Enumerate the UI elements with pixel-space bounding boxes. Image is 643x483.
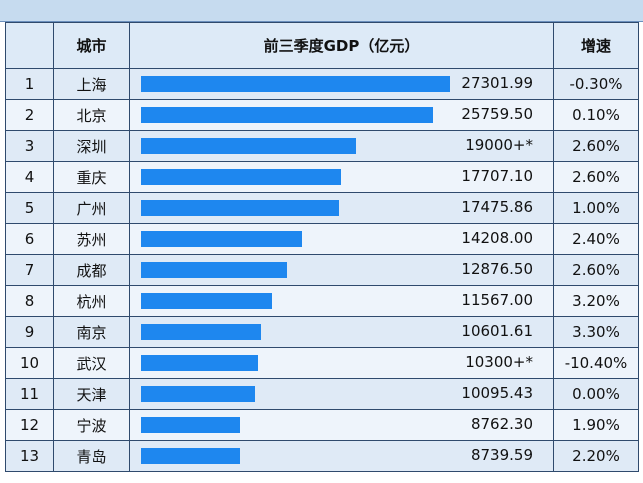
table-row: 12 宁波 8762.30 1.90% — [5, 409, 639, 441]
table-row: 5 广州 17475.86 1.00% — [5, 192, 639, 224]
growth-cell: 2.60% — [553, 161, 639, 193]
growth-cell: 2.60% — [553, 130, 639, 162]
gdp-cell: 17707.10 — [129, 161, 554, 193]
gdp-bar — [141, 231, 302, 247]
gdp-bar — [141, 293, 272, 309]
gdp-bar — [141, 76, 450, 92]
gdp-value: 11567.00 — [461, 291, 533, 309]
growth-cell: 1.90% — [553, 409, 639, 441]
top-strip — [0, 0, 643, 22]
city-cell: 武汉 — [53, 347, 130, 379]
city-cell: 成都 — [53, 254, 130, 286]
city-cell: 天津 — [53, 378, 130, 410]
table-row: 7 成都 12876.50 2.60% — [5, 254, 639, 286]
header-rank — [5, 22, 54, 69]
rank-cell: 8 — [5, 285, 54, 317]
gdp-value: 17475.86 — [461, 198, 533, 216]
header-city: 城市 — [53, 22, 130, 69]
gdp-bar — [141, 448, 240, 464]
city-cell: 深圳 — [53, 130, 130, 162]
rank-cell: 3 — [5, 130, 54, 162]
gdp-cell: 10601.61 — [129, 316, 554, 348]
table-row: 3 深圳 19000+* 2.60% — [5, 130, 639, 162]
gdp-value: 14208.00 — [461, 229, 533, 247]
rank-cell: 11 — [5, 378, 54, 410]
city-cell: 重庆 — [53, 161, 130, 193]
city-cell: 苏州 — [53, 223, 130, 255]
header-gdp: 前三季度GDP（亿元） — [129, 22, 554, 69]
gdp-cell: 17475.86 — [129, 192, 554, 224]
gdp-value: 12876.50 — [461, 260, 533, 278]
gdp-bar — [141, 386, 255, 402]
gdp-cell: 11567.00 — [129, 285, 554, 317]
growth-cell: -10.40% — [553, 347, 639, 379]
gdp-value: 27301.99 — [461, 74, 533, 92]
rank-cell: 1 — [5, 68, 54, 100]
growth-cell: 1.00% — [553, 192, 639, 224]
rank-cell: 6 — [5, 223, 54, 255]
table-row: 2 北京 25759.50 0.10% — [5, 99, 639, 131]
rank-cell: 9 — [5, 316, 54, 348]
gdp-bar — [141, 417, 240, 433]
gdp-bar — [141, 169, 341, 185]
table-row: 6 苏州 14208.00 2.40% — [5, 223, 639, 255]
gdp-value: 17707.10 — [461, 167, 533, 185]
gdp-value: 19000+* — [465, 136, 533, 154]
gdp-bar — [141, 262, 287, 278]
growth-cell: 2.60% — [553, 254, 639, 286]
gdp-bar — [141, 107, 433, 123]
rank-cell: 7 — [5, 254, 54, 286]
gdp-cell: 8762.30 — [129, 409, 554, 441]
rank-cell: 10 — [5, 347, 54, 379]
city-cell: 广州 — [53, 192, 130, 224]
gdp-ranking-table: 城市 前三季度GDP（亿元） 增速 1 上海 27301.99 -0.30% 2 北京 25… — [5, 22, 639, 472]
city-cell: 宁波 — [53, 409, 130, 441]
growth-cell: 2.40% — [553, 223, 639, 255]
growth-cell: 0.10% — [553, 99, 639, 131]
rank-cell: 12 — [5, 409, 54, 441]
growth-cell: 3.30% — [553, 316, 639, 348]
growth-cell: 3.20% — [553, 285, 639, 317]
table-row: 10 武汉 10300+* -10.40% — [5, 347, 639, 379]
city-cell: 杭州 — [53, 285, 130, 317]
gdp-cell: 14208.00 — [129, 223, 554, 255]
city-cell: 上海 — [53, 68, 130, 100]
table-row: 1 上海 27301.99 -0.30% — [5, 68, 639, 100]
rank-cell: 13 — [5, 440, 54, 472]
table-row: 4 重庆 17707.10 2.60% — [5, 161, 639, 193]
growth-cell: -0.30% — [553, 68, 639, 100]
gdp-bar — [141, 355, 258, 371]
table-row: 13 青岛 8739.59 2.20% — [5, 440, 639, 472]
gdp-bar — [141, 324, 261, 340]
gdp-value: 10601.61 — [461, 322, 533, 340]
growth-cell: 2.20% — [553, 440, 639, 472]
gdp-bar — [141, 200, 339, 216]
gdp-value: 10095.43 — [461, 384, 533, 402]
rank-cell: 5 — [5, 192, 54, 224]
table-header-row: 城市 前三季度GDP（亿元） 增速 — [5, 22, 639, 69]
table-row: 8 杭州 11567.00 3.20% — [5, 285, 639, 317]
gdp-cell: 25759.50 — [129, 99, 554, 131]
gdp-value: 8739.59 — [470, 446, 533, 464]
gdp-cell: 8739.59 — [129, 440, 554, 472]
gdp-cell: 10095.43 — [129, 378, 554, 410]
gdp-value: 10300+* — [465, 353, 533, 371]
gdp-cell: 10300+* — [129, 347, 554, 379]
gdp-value: 8762.30 — [470, 415, 533, 433]
gdp-cell: 19000+* — [129, 130, 554, 162]
gdp-value: 25759.50 — [461, 105, 533, 123]
city-cell: 南京 — [53, 316, 130, 348]
rank-cell: 2 — [5, 99, 54, 131]
gdp-cell: 12876.50 — [129, 254, 554, 286]
rank-cell: 4 — [5, 161, 54, 193]
city-cell: 北京 — [53, 99, 130, 131]
gdp-cell: 27301.99 — [129, 68, 554, 100]
city-cell: 青岛 — [53, 440, 130, 472]
header-growth: 增速 — [553, 22, 639, 69]
table-row: 11 天津 10095.43 0.00% — [5, 378, 639, 410]
growth-cell: 0.00% — [553, 378, 639, 410]
gdp-bar — [141, 138, 356, 154]
table-row: 9 南京 10601.61 3.30% — [5, 316, 639, 348]
